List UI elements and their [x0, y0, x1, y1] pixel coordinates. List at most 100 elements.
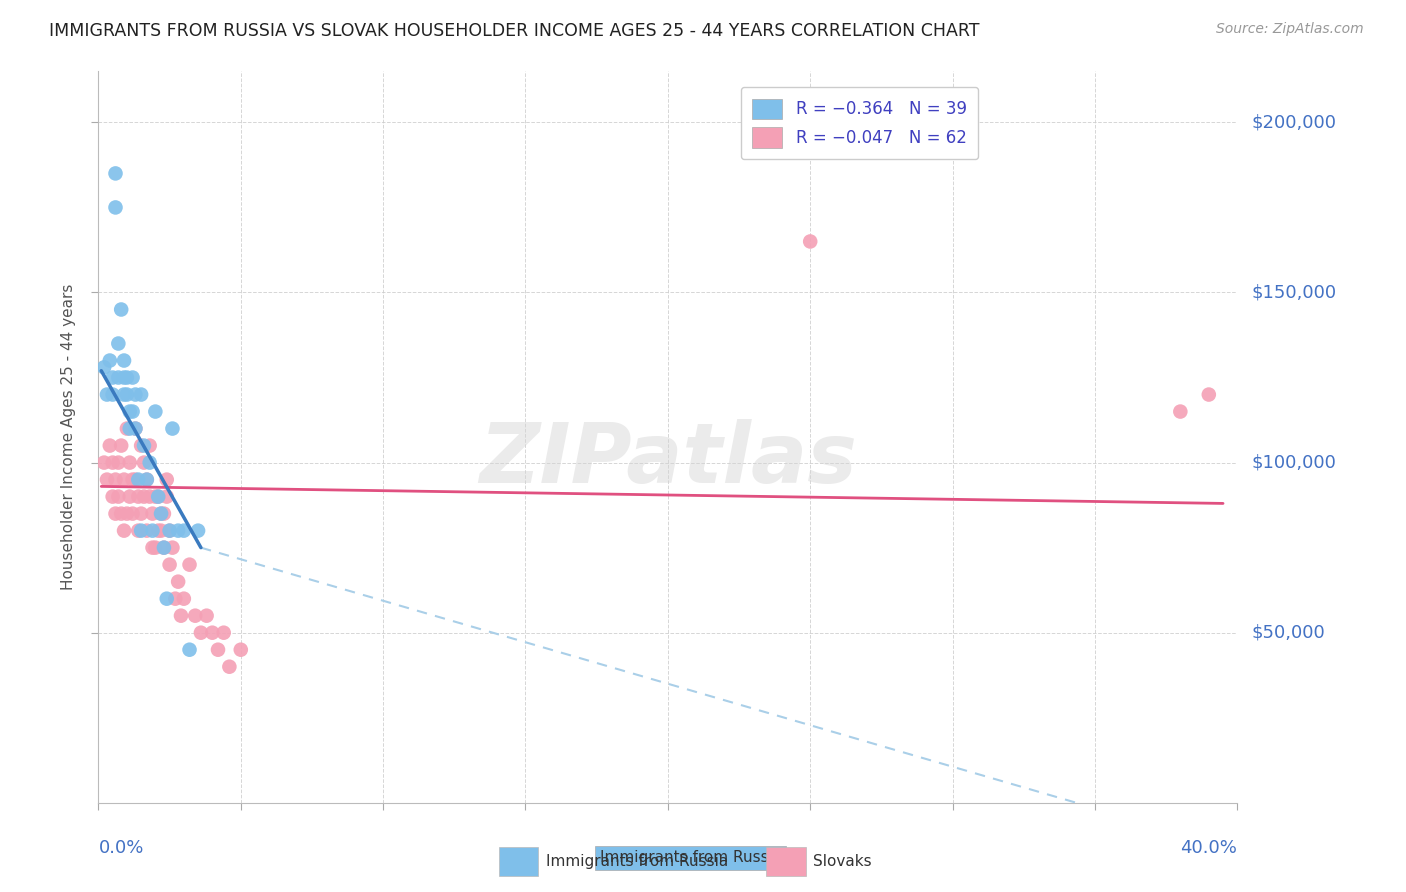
Point	[121, 370, 143, 384]
Point	[195, 608, 218, 623]
Text: $50,000: $50,000	[1251, 624, 1324, 641]
Point	[132, 456, 155, 470]
Point	[127, 473, 149, 487]
Point	[115, 507, 138, 521]
Legend: R = −0.364   N = 39, R = −0.047   N = 62: R = −0.364 N = 39, R = −0.047 N = 62	[741, 87, 979, 160]
Point	[112, 387, 135, 401]
Point	[141, 541, 163, 555]
Point	[167, 574, 190, 589]
Point	[179, 558, 201, 572]
Point	[148, 490, 170, 504]
Point	[229, 642, 252, 657]
Point	[162, 421, 184, 435]
Point	[101, 387, 124, 401]
Point	[121, 404, 143, 418]
Point	[173, 524, 195, 538]
Point	[145, 490, 167, 504]
Point	[135, 473, 157, 487]
Point	[107, 370, 129, 384]
Point	[159, 558, 181, 572]
Point	[218, 659, 240, 673]
Point	[118, 490, 141, 504]
Point	[104, 507, 127, 521]
Point	[98, 439, 121, 453]
Point	[150, 524, 173, 538]
Point	[162, 541, 184, 555]
Text: ZIPatlas: ZIPatlas	[479, 418, 856, 500]
Point	[98, 353, 121, 368]
Point	[184, 608, 207, 623]
Point	[145, 404, 167, 418]
Point	[150, 507, 173, 521]
Text: Immigrants from Russia: Immigrants from Russia	[599, 850, 782, 865]
Point	[115, 421, 138, 435]
Point	[141, 524, 163, 538]
Point	[104, 473, 127, 487]
Point	[145, 541, 167, 555]
Point	[190, 625, 212, 640]
Point	[159, 524, 181, 538]
Point	[118, 421, 141, 435]
Text: $100,000: $100,000	[1251, 454, 1336, 472]
Point	[1170, 404, 1192, 418]
Point	[101, 490, 124, 504]
Point	[156, 490, 179, 504]
Point	[138, 439, 160, 453]
Point	[187, 524, 209, 538]
Point	[148, 524, 170, 538]
Point	[112, 524, 135, 538]
Point	[115, 387, 138, 401]
Point	[173, 591, 195, 606]
Point	[118, 404, 141, 418]
Point	[129, 524, 152, 538]
Point	[118, 456, 141, 470]
Point	[156, 473, 179, 487]
Text: $150,000: $150,000	[1251, 284, 1336, 301]
Point	[101, 370, 124, 384]
Point	[110, 507, 132, 521]
Point	[112, 370, 135, 384]
Point	[127, 490, 149, 504]
Text: $200,000: $200,000	[1251, 113, 1336, 131]
Point	[159, 524, 181, 538]
Point	[799, 235, 821, 249]
Point	[121, 507, 143, 521]
Point	[104, 201, 127, 215]
Y-axis label: Householder Income Ages 25 - 44 years: Householder Income Ages 25 - 44 years	[60, 284, 76, 591]
Point	[153, 541, 176, 555]
Point	[127, 524, 149, 538]
Point	[153, 507, 176, 521]
Point	[104, 166, 127, 180]
Point	[129, 387, 152, 401]
Point	[107, 490, 129, 504]
Point	[170, 608, 193, 623]
Text: 40.0%: 40.0%	[1181, 839, 1237, 857]
Point	[141, 507, 163, 521]
Point	[101, 456, 124, 470]
Point	[132, 490, 155, 504]
Point	[156, 591, 179, 606]
Point	[107, 456, 129, 470]
Point	[96, 473, 118, 487]
Point	[112, 353, 135, 368]
Point	[124, 421, 146, 435]
Point	[112, 473, 135, 487]
Point	[179, 642, 201, 657]
Point	[110, 439, 132, 453]
Point	[165, 591, 187, 606]
Point	[129, 507, 152, 521]
Point	[93, 360, 115, 375]
Point	[124, 387, 146, 401]
Point	[150, 507, 173, 521]
Point	[93, 456, 115, 470]
Point	[132, 439, 155, 453]
Point	[138, 456, 160, 470]
Point	[153, 541, 176, 555]
Text: Source: ZipAtlas.com: Source: ZipAtlas.com	[1216, 22, 1364, 37]
Point	[135, 524, 157, 538]
Point	[110, 302, 132, 317]
Point	[167, 524, 190, 538]
Point	[138, 490, 160, 504]
Point	[124, 473, 146, 487]
Point	[135, 473, 157, 487]
